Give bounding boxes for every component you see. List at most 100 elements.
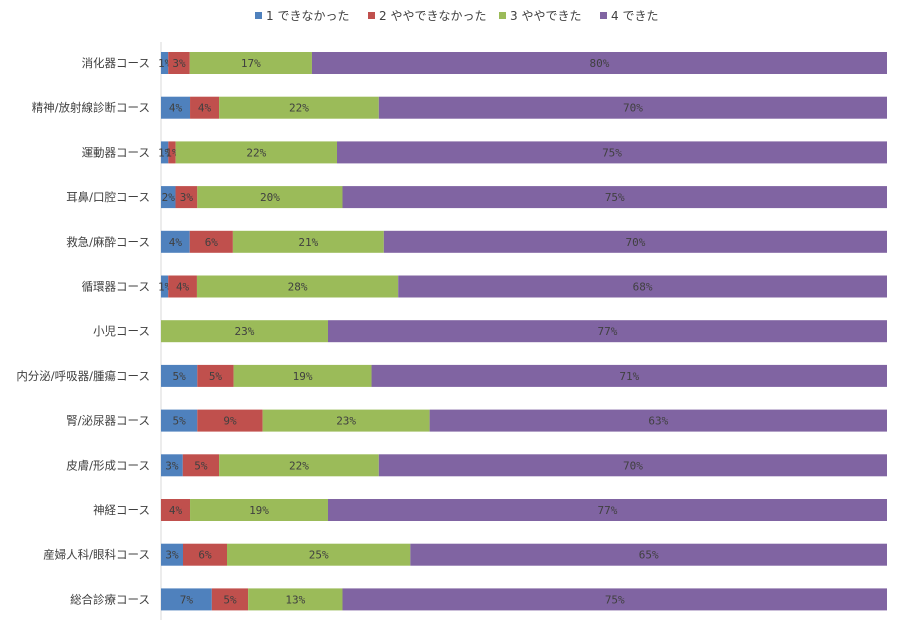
data-label: 4% — [169, 102, 183, 115]
bar-segment-series-3 — [219, 96, 379, 119]
bar-segment-series-3 — [197, 186, 343, 209]
data-label: 21% — [298, 236, 318, 249]
data-label: 3% — [172, 57, 186, 70]
category-label: 神経コース — [93, 503, 150, 517]
data-label: 22% — [289, 459, 309, 472]
category-axis-labels: 消化器コース精神/放射線診断コース運動器コース耳鼻/口腔コース救急/麻酔コース循… — [16, 56, 150, 606]
data-label: 28% — [288, 281, 308, 294]
data-label: 1% — [158, 281, 172, 294]
category-label: 精神/放射線診断コース — [32, 101, 150, 115]
bar-segment-series-2 — [189, 230, 233, 253]
data-label: 4% — [198, 102, 212, 115]
data-label: 4% — [169, 504, 183, 517]
data-label: 6% — [198, 549, 212, 562]
data-label: 6% — [205, 236, 219, 249]
bar-segment-series-4 — [378, 96, 887, 119]
data-label: 23% — [235, 325, 255, 338]
data-label: 75% — [605, 191, 625, 204]
legend-label-1: 1 できなかった — [266, 9, 349, 23]
data-label: 70% — [623, 459, 643, 472]
bar-segment-series-1 — [161, 409, 198, 432]
data-label: 80% — [590, 57, 610, 70]
bar-segment-series-4 — [342, 186, 887, 209]
data-label: 22% — [246, 146, 266, 159]
data-label: 68% — [633, 281, 653, 294]
data-label: 5% — [223, 593, 237, 606]
data-label: 5% — [173, 370, 187, 383]
data-label: 23% — [336, 415, 356, 428]
bar-segment-series-1 — [161, 230, 190, 253]
bar-segment-series-1 — [161, 52, 169, 74]
bar-segment-series-2 — [183, 543, 227, 566]
data-label: 20% — [260, 191, 280, 204]
bar-segment-series-4 — [410, 543, 887, 566]
legend-label-4: 4 できた — [611, 9, 658, 23]
data-label: 7% — [180, 593, 194, 606]
data-label: 1% — [165, 146, 179, 159]
category-label: 循環器コース — [82, 280, 150, 294]
bar-segment-series-2 — [161, 499, 191, 521]
data-label: 1% — [158, 146, 172, 159]
bar-segment-series-4 — [327, 320, 888, 343]
data-label: 4% — [169, 236, 183, 249]
data-label: 2% — [162, 191, 176, 204]
bar-segment-series-1 — [161, 275, 169, 298]
bar-segment-series-3 — [196, 275, 399, 298]
bar-segment-series-3 — [161, 320, 328, 343]
bar-segment-series-3 — [219, 454, 379, 477]
bar-segment-series-1 — [161, 364, 198, 387]
data-label: 71% — [619, 370, 639, 383]
data-label: 77% — [598, 325, 618, 338]
bar-segment-series-3 — [248, 588, 343, 611]
bar-segment-series-2 — [168, 275, 197, 298]
data-label: 65% — [639, 549, 659, 562]
legend-swatch-3 — [499, 12, 506, 19]
bar-segment-series-2 — [197, 409, 263, 432]
category-label: 消化器コース — [82, 56, 150, 70]
data-label: 17% — [241, 57, 261, 70]
legend-label-3: 3 ややできた — [510, 9, 581, 23]
category-label: 救急/麻酔コース — [66, 235, 150, 249]
category-label: 耳鼻/口腔コース — [66, 190, 150, 204]
legend-swatch-2 — [368, 12, 375, 19]
data-label: 1% — [158, 57, 172, 70]
bar-segment-series-4 — [383, 230, 887, 253]
legend-swatch-1 — [255, 12, 262, 19]
bar-segment-series-3 — [233, 364, 372, 387]
category-label: 腎/泌尿器コース — [66, 414, 150, 428]
legend-swatch-4 — [600, 12, 607, 19]
plot-area: 1% 3% 17% 80%4% 4% 22% 70%1%1% 22% 75%2% 3% 20% 75%… — [158, 52, 888, 611]
data-label: 19% — [249, 504, 269, 517]
bar-segment-series-2 — [182, 454, 220, 477]
bar-segment-series-4 — [371, 364, 887, 387]
bar-segment-series-1 — [161, 454, 183, 477]
data-label: 75% — [605, 593, 625, 606]
bar-segment-series-2 — [168, 141, 176, 164]
data-label: 5% — [194, 459, 208, 472]
bar-segment-series-3 — [262, 409, 430, 432]
bar-segment-series-3 — [189, 52, 312, 74]
data-label: 3% — [165, 459, 179, 472]
bar-segment-series-3 — [175, 141, 337, 164]
data-label: 70% — [625, 236, 645, 249]
data-label: 13% — [285, 593, 305, 606]
data-label: 5% — [173, 415, 187, 428]
bar-segment-series-3 — [227, 543, 411, 566]
bar-segment-series-2 — [197, 364, 234, 387]
bar-segment-series-4 — [337, 141, 887, 164]
bar-segment-series-3 — [190, 499, 328, 521]
bar-segment-series-2 — [190, 96, 220, 119]
data-label: 4% — [176, 281, 190, 294]
data-label: 75% — [602, 146, 622, 159]
data-label: 3% — [180, 191, 194, 204]
category-label: 小児コース — [93, 324, 150, 338]
bar-segment-series-2 — [175, 186, 198, 209]
data-label: 5% — [209, 370, 223, 383]
legend: 1 できなかった 2 ややできなかった 3 ややできた 4 できた — [255, 9, 658, 23]
bar-segment-series-4 — [342, 588, 887, 611]
bar-segment-series-2 — [211, 588, 249, 611]
category-label: 運動器コース — [82, 145, 150, 159]
bar-segment-series-1 — [161, 588, 212, 611]
data-label: 63% — [648, 415, 668, 428]
